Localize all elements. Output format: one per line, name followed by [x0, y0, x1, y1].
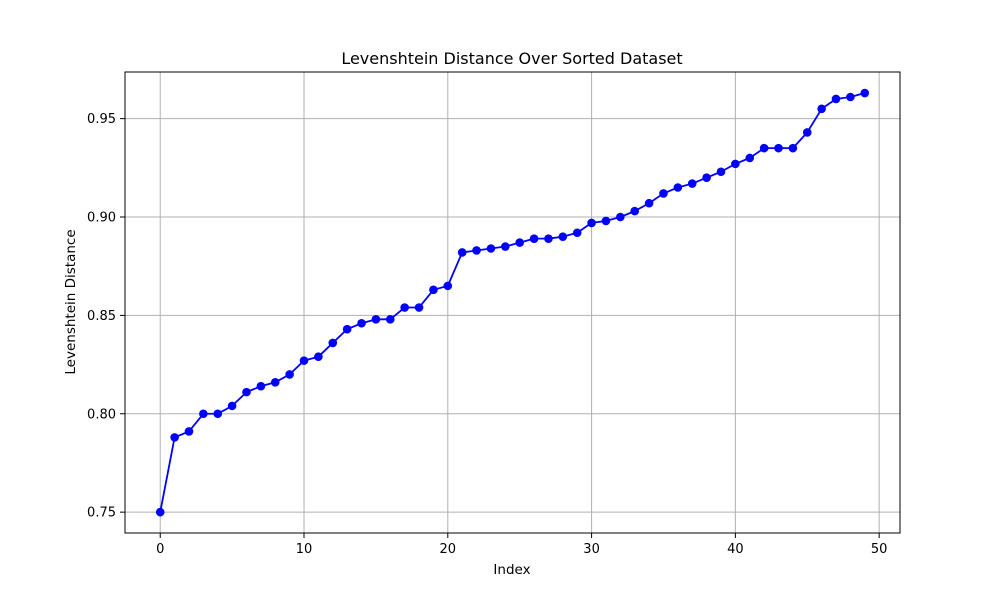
data-point [357, 318, 366, 328]
chart-title: Levenshtein Distance Over Sorted Dataset [341, 49, 682, 68]
data-point [616, 212, 625, 222]
plot-area [125, 72, 900, 533]
data-point [270, 377, 280, 387]
data-point [687, 179, 697, 188]
data-point [817, 104, 826, 114]
data-point [673, 183, 683, 192]
data-point [155, 507, 165, 517]
x-tick-label: 0 [156, 542, 164, 557]
data-point [544, 234, 553, 243]
data-point [486, 244, 496, 253]
data-point [788, 143, 798, 153]
x-tick-label: 30 [583, 542, 600, 557]
data-point [199, 409, 208, 419]
data-point [170, 433, 179, 442]
data-point [429, 285, 438, 295]
data-point [731, 159, 740, 169]
data-point [443, 281, 453, 291]
x-tick-label: 40 [727, 542, 744, 557]
y-tick-label: 0.90 [87, 211, 116, 226]
data-point [385, 315, 395, 324]
y-tick-label: 0.95 [87, 112, 116, 127]
grid [125, 72, 900, 533]
data-point [213, 409, 223, 419]
data-point [227, 401, 237, 411]
data-point [659, 189, 668, 198]
data-point [860, 88, 870, 98]
data-point [601, 216, 611, 226]
data-point [371, 315, 381, 324]
data-point [314, 352, 323, 362]
data-point [501, 242, 510, 251]
data-point [716, 167, 726, 177]
data-point [285, 370, 294, 379]
data-point [328, 338, 338, 348]
data-point [759, 143, 769, 153]
series-layer [155, 88, 870, 517]
data-point [745, 153, 755, 163]
data-point [184, 427, 194, 436]
data-point [774, 143, 783, 153]
data-point [587, 218, 596, 228]
data-point [558, 232, 568, 241]
data-point [572, 228, 582, 238]
data-point [702, 173, 711, 182]
x-axis-label: Index [493, 562, 530, 578]
x-tick-label: 50 [871, 542, 888, 557]
data-point [802, 128, 812, 137]
data-point [256, 381, 266, 391]
data-point [630, 206, 640, 216]
data-point [342, 324, 352, 334]
data-point [242, 387, 251, 397]
x-tick-label: 20 [440, 542, 457, 557]
y-tick-label: 0.75 [87, 506, 116, 521]
data-point [644, 198, 654, 208]
x-tick-label: 10 [296, 542, 313, 557]
data-point [414, 303, 424, 312]
y-axis-label: Levenshtein Distance [63, 229, 79, 374]
data-point [846, 92, 855, 102]
plot-frame [124, 71, 901, 534]
data-point [457, 248, 467, 257]
data-point [529, 234, 539, 243]
y-tick-label: 0.80 [87, 407, 116, 422]
y-tick-label: 0.85 [87, 309, 116, 324]
data-point [400, 303, 409, 312]
data-point [831, 94, 841, 104]
data-point [472, 246, 481, 255]
data-point [299, 356, 309, 365]
ticks: 0 10 20 30 40 50 0.75 0.80 0.85 0.90 0.95 [87, 112, 887, 557]
data-point [515, 238, 524, 247]
